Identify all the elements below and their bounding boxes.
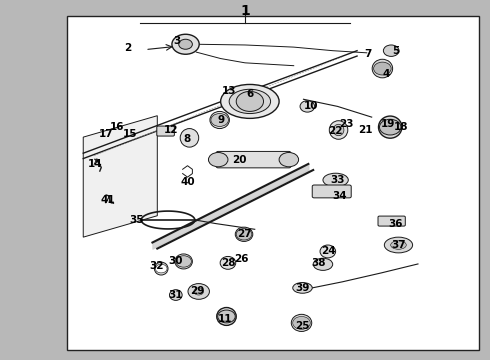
Ellipse shape <box>180 129 199 147</box>
Text: 23: 23 <box>339 118 354 129</box>
Circle shape <box>236 229 252 240</box>
Text: 34: 34 <box>333 191 347 201</box>
Text: 28: 28 <box>220 258 235 268</box>
Text: 16: 16 <box>110 122 124 132</box>
Text: 4: 4 <box>383 68 390 78</box>
Text: 29: 29 <box>190 286 204 296</box>
Ellipse shape <box>391 241 406 249</box>
Text: 12: 12 <box>164 125 178 135</box>
Text: 22: 22 <box>328 126 343 136</box>
Text: 37: 37 <box>391 240 406 250</box>
Circle shape <box>194 288 203 295</box>
Text: 8: 8 <box>183 134 190 144</box>
Text: 2: 2 <box>124 43 132 53</box>
FancyBboxPatch shape <box>312 185 351 198</box>
Circle shape <box>374 62 391 75</box>
Ellipse shape <box>384 237 413 253</box>
Ellipse shape <box>220 256 236 269</box>
Text: 5: 5 <box>392 46 400 56</box>
Text: 10: 10 <box>303 102 318 111</box>
FancyBboxPatch shape <box>216 152 291 168</box>
Text: 19: 19 <box>381 118 395 129</box>
Circle shape <box>293 316 310 329</box>
Text: 9: 9 <box>217 115 224 125</box>
Circle shape <box>218 310 235 323</box>
Text: 26: 26 <box>234 254 248 264</box>
Ellipse shape <box>320 245 336 258</box>
Circle shape <box>383 45 399 57</box>
Text: 13: 13 <box>222 86 237 96</box>
Circle shape <box>279 153 298 167</box>
Text: 6: 6 <box>246 89 253 99</box>
Circle shape <box>172 34 199 54</box>
Text: 7: 7 <box>364 49 371 59</box>
Text: 41: 41 <box>100 195 115 204</box>
Text: 31: 31 <box>169 290 183 300</box>
Ellipse shape <box>154 262 168 275</box>
Text: 14: 14 <box>88 159 102 169</box>
Ellipse shape <box>333 124 344 136</box>
Text: 21: 21 <box>359 125 373 135</box>
FancyBboxPatch shape <box>157 126 174 136</box>
Text: 11: 11 <box>218 314 233 324</box>
Text: 1: 1 <box>240 4 250 18</box>
Ellipse shape <box>313 258 333 270</box>
Ellipse shape <box>291 314 312 332</box>
Text: 38: 38 <box>312 258 326 268</box>
Text: 30: 30 <box>169 256 183 266</box>
Ellipse shape <box>170 290 182 300</box>
Text: 17: 17 <box>99 129 114 139</box>
Text: 27: 27 <box>237 229 251 239</box>
Ellipse shape <box>378 116 402 138</box>
Text: 32: 32 <box>149 261 164 271</box>
Polygon shape <box>83 116 157 237</box>
Ellipse shape <box>220 85 279 118</box>
Ellipse shape <box>235 227 253 242</box>
Ellipse shape <box>372 59 392 78</box>
Ellipse shape <box>323 173 348 187</box>
Bar <box>67 16 479 350</box>
Text: 24: 24 <box>321 247 336 256</box>
Ellipse shape <box>229 89 270 113</box>
Circle shape <box>179 39 193 49</box>
Ellipse shape <box>293 283 312 293</box>
Circle shape <box>236 91 264 111</box>
Text: 35: 35 <box>129 215 144 225</box>
Text: 39: 39 <box>295 283 310 293</box>
FancyBboxPatch shape <box>378 216 405 226</box>
Text: 18: 18 <box>393 122 408 132</box>
Ellipse shape <box>329 121 348 139</box>
Ellipse shape <box>217 307 236 325</box>
Text: 36: 36 <box>388 219 402 229</box>
Ellipse shape <box>210 111 229 129</box>
Text: 33: 33 <box>330 175 345 185</box>
Circle shape <box>176 256 192 267</box>
Circle shape <box>379 119 401 135</box>
Circle shape <box>188 284 209 299</box>
Text: 3: 3 <box>173 36 180 46</box>
Circle shape <box>211 113 228 126</box>
Circle shape <box>208 153 228 167</box>
Text: 25: 25 <box>295 321 310 331</box>
Text: 40: 40 <box>180 177 195 187</box>
Ellipse shape <box>300 101 315 112</box>
Text: 15: 15 <box>123 129 138 139</box>
Circle shape <box>155 264 167 273</box>
Text: 20: 20 <box>232 155 246 165</box>
Ellipse shape <box>175 254 193 269</box>
